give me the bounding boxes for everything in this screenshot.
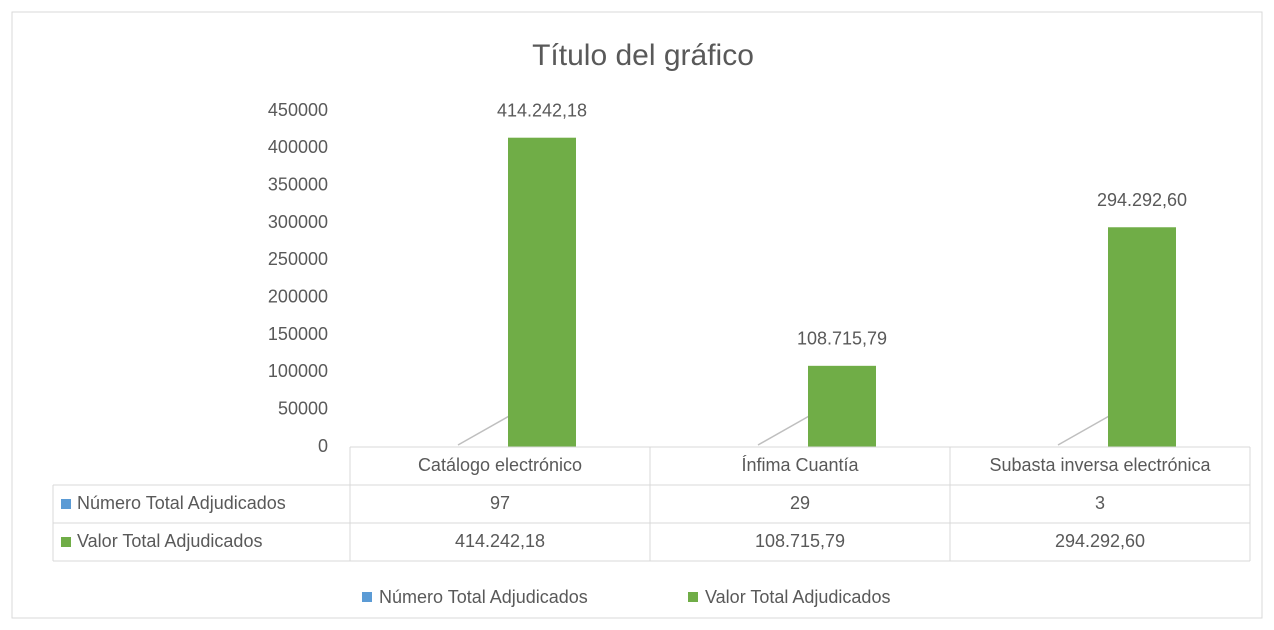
y-tick-label: 250000: [268, 249, 328, 269]
table-cell: 29: [790, 493, 810, 513]
x-tick-label: Ínfima Cuantía: [741, 455, 859, 475]
bar: [808, 365, 876, 447]
data-label: 108.715,79: [797, 329, 887, 349]
y-tick-label: 300000: [268, 212, 328, 232]
table-legend-key: [61, 537, 71, 547]
table-cell: 414.242,18: [455, 531, 545, 551]
legend-key: [362, 592, 372, 602]
x-tick-label: Subasta inversa electrónica: [989, 455, 1211, 475]
bar: [1108, 227, 1176, 447]
y-tick-label: 350000: [268, 174, 328, 194]
y-tick-label: 150000: [268, 324, 328, 344]
table-legend-key: [61, 499, 71, 509]
table-row-header: Número Total Adjudicados: [77, 493, 286, 513]
data-label: 414.242,18: [497, 100, 587, 120]
chart-border: [11, 11, 1263, 619]
legend-key: [688, 592, 698, 602]
table-cell: 294.292,60: [1055, 531, 1145, 551]
chart-title: Título del gráfico: [532, 39, 754, 72]
y-tick-label: 400000: [268, 137, 328, 157]
table-cell: 3: [1095, 493, 1105, 513]
y-tick-label: 50000: [278, 398, 328, 418]
y-tick-label: 450000: [268, 100, 328, 120]
legend-label: Número Total Adjudicados: [379, 587, 588, 607]
table-cell: 108.715,79: [755, 531, 845, 551]
table-cell: 97: [490, 493, 510, 513]
table-row-header: Valor Total Adjudicados: [77, 531, 262, 551]
x-tick-label: Catálogo electrónico: [418, 455, 582, 475]
y-tick-label: 200000: [268, 286, 328, 306]
y-tick-label: 0: [318, 436, 328, 456]
data-label: 294.292,60: [1097, 190, 1187, 210]
bar: [508, 137, 576, 448]
legend-label: Valor Total Adjudicados: [705, 587, 890, 607]
y-tick-label: 100000: [268, 361, 328, 381]
